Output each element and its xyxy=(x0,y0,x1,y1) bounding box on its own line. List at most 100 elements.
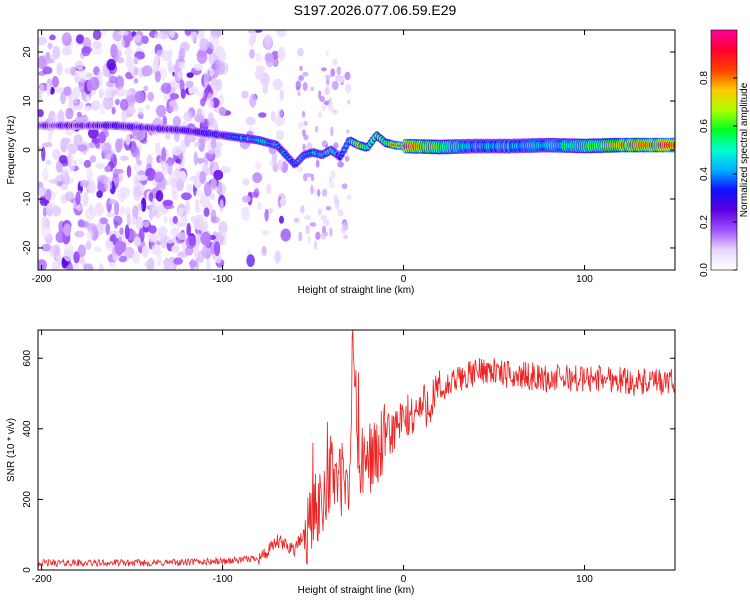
noise-cell xyxy=(272,57,279,68)
noise-cell xyxy=(321,67,327,72)
noise-cell xyxy=(183,111,193,122)
noise-cell xyxy=(83,159,92,168)
noise-cell xyxy=(108,262,117,268)
noise-cell xyxy=(169,93,179,100)
noise-cell xyxy=(132,251,141,264)
colorbar-label: Normalized spectral amplitude xyxy=(739,82,750,217)
noise-cell xyxy=(272,78,284,91)
noise-cell xyxy=(200,231,211,246)
noise-cell xyxy=(186,72,194,78)
noise-cell xyxy=(261,246,267,256)
x-tick-label: -100 xyxy=(213,274,233,285)
noise-cell xyxy=(45,159,52,165)
noise-cell xyxy=(195,199,200,210)
noise-cell xyxy=(144,104,151,110)
noise-cell xyxy=(187,134,196,143)
noise-cell xyxy=(257,201,262,210)
noise-cell xyxy=(154,71,161,83)
noise-cell xyxy=(38,55,47,69)
colorbar-tick-label: 0.2 xyxy=(699,215,710,229)
noise-cell xyxy=(310,184,314,195)
noise-cell xyxy=(196,233,201,244)
noise-cell xyxy=(98,131,107,144)
noise-cell xyxy=(120,205,125,217)
noise-cell xyxy=(199,171,207,184)
noise-cell xyxy=(168,30,176,38)
noise-cell xyxy=(279,215,284,224)
noise-cell xyxy=(136,46,142,52)
noise-cell xyxy=(175,158,181,164)
noise-cell xyxy=(75,34,85,44)
noise-cell xyxy=(133,67,139,76)
noise-cell xyxy=(38,181,44,189)
colorbar-tick-label: 0.0 xyxy=(699,263,710,277)
noise-cell xyxy=(333,194,339,204)
noise-cell xyxy=(98,224,105,230)
colorbar-tick-label: 0.8 xyxy=(699,71,710,85)
noise-cell xyxy=(47,132,52,146)
noise-cell xyxy=(66,153,74,161)
noise-cell xyxy=(321,188,328,197)
noise-cell xyxy=(208,101,215,110)
noise-cell xyxy=(73,251,80,264)
noise-cell xyxy=(325,206,332,211)
noise-cell xyxy=(336,66,342,75)
colorbar-tick-label: 0.6 xyxy=(699,119,710,133)
noise-cell xyxy=(347,99,351,105)
noise-cell xyxy=(332,58,338,66)
noise-cell xyxy=(208,34,220,50)
noise-cell xyxy=(161,50,172,62)
noise-cell xyxy=(160,234,168,249)
noise-cell xyxy=(137,107,144,115)
noise-cell xyxy=(70,66,77,76)
noise-cell xyxy=(210,136,217,150)
noise-cell xyxy=(326,76,330,86)
noise-cell xyxy=(195,189,204,197)
noise-cell xyxy=(302,129,306,137)
noise-cell xyxy=(176,178,185,191)
noise-cell xyxy=(160,162,169,171)
noise-cell xyxy=(188,86,199,94)
noise-cell xyxy=(113,201,120,216)
noise-cell xyxy=(120,155,129,161)
noise-cell xyxy=(280,228,291,242)
noise-cell xyxy=(61,32,72,46)
noise-cell xyxy=(298,75,304,81)
noise-cell xyxy=(293,217,300,223)
noise-cell xyxy=(63,223,72,237)
noise-cell xyxy=(196,90,205,98)
noise-cell xyxy=(111,106,116,115)
noise-cell xyxy=(106,212,116,218)
noise-cell xyxy=(134,90,145,104)
noise-cell xyxy=(85,240,92,250)
noise-cell xyxy=(168,103,179,112)
noise-cell xyxy=(88,127,99,139)
noise-cell xyxy=(161,82,172,94)
noise-cell xyxy=(254,162,262,170)
noise-cell xyxy=(133,78,139,84)
noise-cell xyxy=(94,202,104,217)
colorbar-ticks: 0.0 0.2 0.4 0.6 0.8 xyxy=(699,71,737,277)
noise-cell xyxy=(172,215,178,224)
noise-cell xyxy=(67,143,78,155)
noise-cell xyxy=(147,231,158,243)
noise-cell xyxy=(329,181,335,189)
noise-cell xyxy=(275,129,285,141)
noise-cell xyxy=(136,160,143,166)
noise-cell xyxy=(200,97,206,107)
noise-cell xyxy=(213,241,221,257)
noise-cell xyxy=(167,59,173,73)
noise-cell xyxy=(195,214,205,223)
noise-cell xyxy=(131,216,137,226)
noise-cell xyxy=(147,257,155,270)
noise-cell xyxy=(346,129,350,134)
noise-cell xyxy=(341,183,348,190)
noise-cell xyxy=(178,61,186,70)
noise-cell xyxy=(309,222,317,227)
noise-cell xyxy=(306,142,313,150)
noise-cell xyxy=(121,109,127,121)
noise-cell xyxy=(78,158,84,166)
noise-cell xyxy=(143,85,149,92)
noise-cell xyxy=(126,214,132,227)
